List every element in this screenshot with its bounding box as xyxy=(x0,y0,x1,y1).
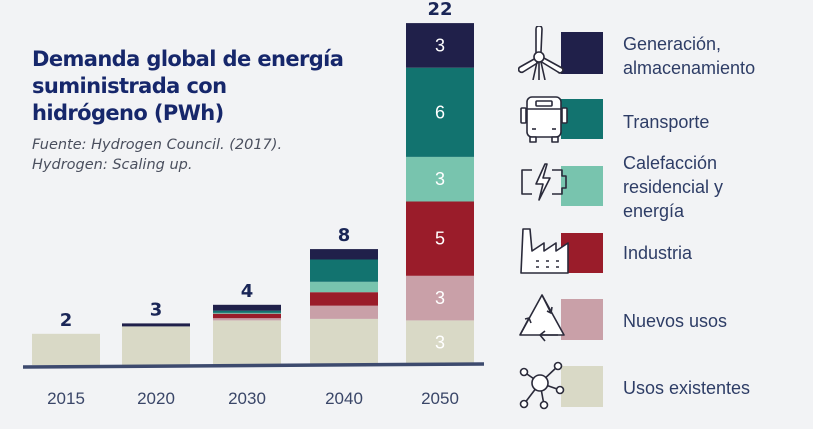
segment-value-label: 5 xyxy=(435,229,445,249)
x-tick-label: 2020 xyxy=(137,389,175,408)
bar-segment xyxy=(122,326,190,365)
legend-label-line: Calefacción xyxy=(623,153,718,173)
bar-segment xyxy=(310,249,378,260)
bar-total-label: 3 xyxy=(150,299,163,320)
legend-swatch xyxy=(561,32,603,74)
legend-label: Calefacción residencial y energía xyxy=(623,151,813,223)
legend-label-line: residencial y xyxy=(623,177,724,197)
bus-icon xyxy=(520,96,568,143)
legend-item-industria: Industria xyxy=(518,228,808,279)
bar-segment xyxy=(406,320,474,365)
legend-item-usos-existentes: Usos existentes xyxy=(518,361,808,412)
bar-segment xyxy=(406,156,474,202)
segment-value-label: 3 xyxy=(435,333,445,353)
legend-item-transporte: Transporte xyxy=(518,96,808,145)
legend-swatch xyxy=(561,299,603,340)
factory-icon xyxy=(520,228,569,274)
bar-segment xyxy=(310,318,378,365)
bar-total-label: 22 xyxy=(427,0,452,20)
title-line: hidrógeno (PWh) xyxy=(32,101,224,125)
bar-segment xyxy=(406,275,474,321)
chart-source: Fuente: Hydrogen Council. (2017). Hydrog… xyxy=(32,135,402,175)
chart-title: Demanda global de energía suministrada c… xyxy=(32,46,402,127)
title-line: suministrada con xyxy=(32,74,227,98)
x-axis-line xyxy=(22,362,485,369)
bar-segment xyxy=(213,313,281,314)
legend-swatch xyxy=(561,366,603,407)
bar-total-label: 2 xyxy=(60,310,73,331)
segment-value-label: 3 xyxy=(435,288,445,308)
x-tick-label: 2040 xyxy=(325,389,363,408)
legend-label-line: Transporte xyxy=(623,112,710,132)
source-line: Fuente: Hydrogen Council. (2017). xyxy=(32,137,283,153)
legend-label: Transporte xyxy=(623,110,813,134)
stacked-bar-chart: 2 2015 3 2020 4 2030 8 2040 3 3 5 3 6 3 22 2050 xyxy=(22,0,485,408)
legend-item-calefaccion: Calefacción residencial y energía xyxy=(518,153,808,221)
legend-label-line: almacenamiento xyxy=(623,58,756,78)
legend-swatch xyxy=(561,99,603,139)
legend-label: Nuevos usos xyxy=(623,309,813,333)
bar-segment xyxy=(122,323,190,327)
legend-label-line: Nuevos usos xyxy=(623,311,728,331)
network-hub-icon xyxy=(519,361,565,410)
legend-item-nuevos-usos: Nuevos usos xyxy=(518,294,808,345)
legend-label-line: Usos existentes xyxy=(623,378,751,398)
x-tick-label: 2030 xyxy=(228,389,266,408)
x-tick-label: 2015 xyxy=(47,389,85,408)
legend-label-line: Generación, xyxy=(623,34,722,54)
bar-segment xyxy=(310,292,378,306)
bar-total-label: 4 xyxy=(241,281,254,302)
bar-segment xyxy=(310,259,378,282)
legend-label: Industria xyxy=(623,241,813,265)
title-line: Demanda global de energía xyxy=(32,47,344,71)
legend-label: Usos existentes xyxy=(623,376,813,400)
legend-label: Generación, almacenamiento xyxy=(623,32,813,80)
bar-segment xyxy=(406,67,474,157)
segment-value-label: 6 xyxy=(435,102,445,122)
bar-segment xyxy=(32,333,100,365)
bar-segment xyxy=(213,320,281,365)
bar-segment xyxy=(213,318,281,321)
segment-value-label: 3 xyxy=(435,35,445,55)
battery-bolt-icon xyxy=(521,163,567,201)
bar-total-label: 8 xyxy=(338,225,351,246)
recycle-triangle-icon xyxy=(519,294,565,342)
bar-segment xyxy=(310,281,378,293)
bar-segment xyxy=(406,201,474,276)
segment-value-label: 3 xyxy=(435,169,445,189)
legend-swatch xyxy=(561,166,603,206)
bar-segment xyxy=(213,313,281,319)
bar-segment xyxy=(213,304,281,311)
bar-segment xyxy=(213,310,281,313)
legend-item-generacion: Generación, almacenamiento xyxy=(518,26,808,80)
legend-label-line: Industria xyxy=(623,243,693,263)
bar-segment xyxy=(310,305,378,319)
source-line: Hydrogen: Scaling up. xyxy=(32,157,193,173)
legend-label-line: energía xyxy=(623,201,685,221)
x-tick-label: 2050 xyxy=(421,389,459,408)
wind-turbine-icon xyxy=(518,26,564,80)
bar-segment xyxy=(406,23,474,68)
